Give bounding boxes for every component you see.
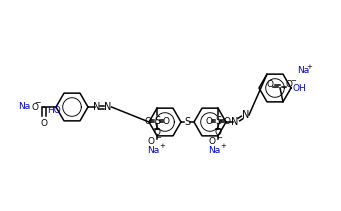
Text: Na: Na xyxy=(208,146,220,155)
Text: N: N xyxy=(231,117,239,127)
Text: −: − xyxy=(34,99,40,107)
Text: Na: Na xyxy=(18,101,30,111)
Text: +: + xyxy=(159,143,165,149)
Text: S: S xyxy=(154,116,160,126)
Text: N: N xyxy=(104,102,112,112)
Text: O: O xyxy=(267,80,273,89)
Text: O: O xyxy=(153,128,161,137)
Text: N: N xyxy=(242,110,250,120)
Text: S: S xyxy=(184,117,191,127)
Text: O: O xyxy=(214,128,222,137)
Text: +: + xyxy=(220,143,226,149)
Text: Na: Na xyxy=(147,146,159,155)
Text: S: S xyxy=(215,116,221,126)
Text: OH: OH xyxy=(293,84,307,92)
Text: −: − xyxy=(155,135,161,141)
Text: O: O xyxy=(148,137,155,146)
Text: O: O xyxy=(163,117,169,126)
Text: +: + xyxy=(306,64,312,70)
Text: O: O xyxy=(209,137,216,146)
Text: O: O xyxy=(41,119,47,127)
Text: −: − xyxy=(216,135,222,141)
Text: N: N xyxy=(93,102,101,112)
Text: Na: Na xyxy=(297,66,309,75)
Text: O: O xyxy=(285,80,293,89)
Text: HO: HO xyxy=(47,106,61,115)
Text: O: O xyxy=(32,103,39,111)
Text: −: − xyxy=(290,78,296,84)
Text: O: O xyxy=(145,117,151,126)
Text: O: O xyxy=(223,117,231,126)
Text: O: O xyxy=(206,117,212,126)
